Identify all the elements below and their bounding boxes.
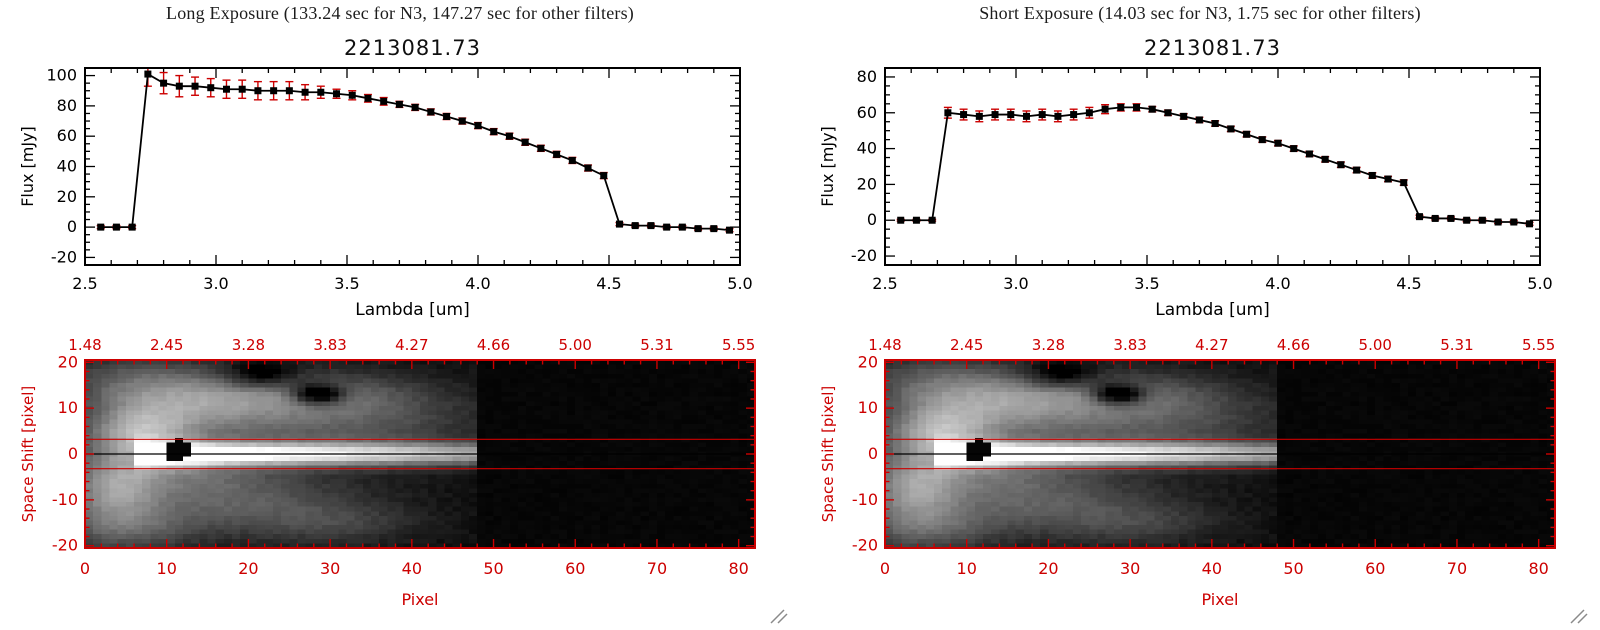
svg-text:0: 0 (80, 559, 90, 578)
svg-text:60: 60 (1365, 559, 1385, 578)
svg-text:-20: -20 (52, 536, 78, 555)
svg-text:Flux [mJy]: Flux [mJy] (18, 126, 37, 207)
svg-text:20: 20 (1038, 559, 1058, 578)
svg-text:4.66: 4.66 (1277, 336, 1310, 354)
svg-text:-20: -20 (851, 246, 877, 265)
panel-short-exposure: Short Exposure (14.03 sec for N3, 1.75 s… (800, 0, 1600, 630)
svg-text:40: 40 (1202, 559, 1222, 578)
svg-text:10: 10 (858, 398, 878, 417)
svg-text:20: 20 (58, 352, 78, 371)
svg-text:3.83: 3.83 (313, 336, 346, 354)
exposure-title-short: Short Exposure (14.03 sec for N3, 1.75 s… (979, 3, 1421, 23)
svg-text:3.5: 3.5 (334, 274, 359, 293)
svg-text:10: 10 (58, 398, 78, 417)
svg-text:Pixel: Pixel (401, 590, 438, 609)
svg-text:4.66: 4.66 (477, 336, 510, 354)
svg-text:20: 20 (238, 559, 258, 578)
svg-text:3.28: 3.28 (232, 336, 265, 354)
svg-text:Space Shift [pixel]: Space Shift [pixel] (819, 386, 837, 523)
svg-text:Lambda [um]: Lambda [um] (355, 300, 469, 320)
svg-text:-10: -10 (52, 490, 78, 509)
svg-text:5.31: 5.31 (1440, 336, 1473, 354)
svg-text:50: 50 (483, 559, 503, 578)
svg-text:100: 100 (46, 66, 77, 85)
svg-text:4.0: 4.0 (1265, 274, 1290, 293)
svg-text:5.31: 5.31 (640, 336, 673, 354)
svg-text:70: 70 (647, 559, 667, 578)
svg-text:20: 20 (858, 352, 878, 371)
spectrum-plot-long: 2.5 3.0 3.5 4.0 4.5 5.0 -20 0 20 40 60 80 100 Lambda … (18, 66, 753, 320)
svg-text:60: 60 (857, 103, 877, 122)
svg-text:1.48: 1.48 (868, 336, 901, 354)
svg-text:5.0: 5.0 (727, 274, 752, 293)
svg-text:2.45: 2.45 (150, 336, 183, 354)
svg-text:3.83: 3.83 (1113, 336, 1146, 354)
svg-text:5.55: 5.55 (722, 336, 755, 354)
svg-text:3.28: 3.28 (1032, 336, 1065, 354)
svg-text:2.5: 2.5 (72, 274, 97, 293)
svg-text:0: 0 (868, 444, 878, 463)
svg-text:5.00: 5.00 (1359, 336, 1392, 354)
exposure-title-long: Long Exposure (133.24 sec for N3, 147.27… (166, 3, 634, 23)
svg-text:40: 40 (402, 559, 422, 578)
svg-text:30: 30 (1120, 559, 1140, 578)
svg-text:4.27: 4.27 (395, 336, 428, 354)
object-id-title: 2213081.73 (344, 36, 481, 60)
svg-text:Pixel: Pixel (1201, 590, 1238, 609)
spectral-2d-image-long (85, 360, 755, 548)
svg-text:1.48: 1.48 (68, 336, 101, 354)
svg-text:70: 70 (1447, 559, 1467, 578)
svg-text:20: 20 (57, 187, 77, 206)
panel-long-exposure: Long Exposure (133.24 sec for N3, 147.27… (18, 3, 790, 625)
svg-text:0: 0 (68, 444, 78, 463)
svg-text:10: 10 (157, 559, 177, 578)
svg-text:80: 80 (57, 96, 77, 115)
svg-text:3.0: 3.0 (203, 274, 228, 293)
svg-text:Flux [mJy]: Flux [mJy] (818, 126, 837, 207)
svg-text:4.5: 4.5 (1396, 274, 1421, 293)
svg-text:50: 50 (1283, 559, 1303, 578)
svg-text:60: 60 (57, 126, 77, 145)
svg-text:0: 0 (867, 210, 877, 229)
svg-text:4.5: 4.5 (596, 274, 621, 293)
svg-text:Lambda [um]: Lambda [um] (1155, 300, 1269, 320)
svg-text:40: 40 (57, 157, 77, 176)
svg-text:-20: -20 (51, 247, 77, 266)
svg-text:Space Shift [pixel]: Space Shift [pixel] (19, 386, 37, 523)
svg-text:40: 40 (857, 139, 877, 158)
svg-text:30: 30 (320, 559, 340, 578)
spectral-2d-image-short (885, 360, 1555, 548)
svg-text:0: 0 (880, 559, 890, 578)
svg-text:3.5: 3.5 (1134, 274, 1159, 293)
svg-text:5.0: 5.0 (1527, 274, 1552, 293)
object-id-title: 2213081.73 (1144, 36, 1281, 60)
spectrum-plot-short: 2.5 3.0 3.5 4.0 4.5 5.0 -20 0 20 40 60 80 Lambda [um… (818, 67, 1553, 320)
svg-text:60: 60 (565, 559, 585, 578)
svg-text:20: 20 (857, 174, 877, 193)
svg-text:2.5: 2.5 (872, 274, 897, 293)
svg-text:0: 0 (67, 217, 77, 236)
svg-text:3.0: 3.0 (1003, 274, 1028, 293)
svg-text:-10: -10 (852, 490, 878, 509)
resize-grip[interactable] (1568, 607, 1590, 625)
svg-text:2.45: 2.45 (950, 336, 983, 354)
svg-text:80: 80 (857, 67, 877, 86)
svg-text:5.55: 5.55 (1522, 336, 1555, 354)
svg-text:4.0: 4.0 (465, 274, 490, 293)
resize-grip[interactable] (768, 607, 790, 625)
svg-text:10: 10 (957, 559, 977, 578)
svg-text:80: 80 (1528, 559, 1548, 578)
svg-text:80: 80 (728, 559, 748, 578)
svg-text:-20: -20 (852, 536, 878, 555)
svg-text:4.27: 4.27 (1195, 336, 1228, 354)
svg-text:5.00: 5.00 (559, 336, 592, 354)
